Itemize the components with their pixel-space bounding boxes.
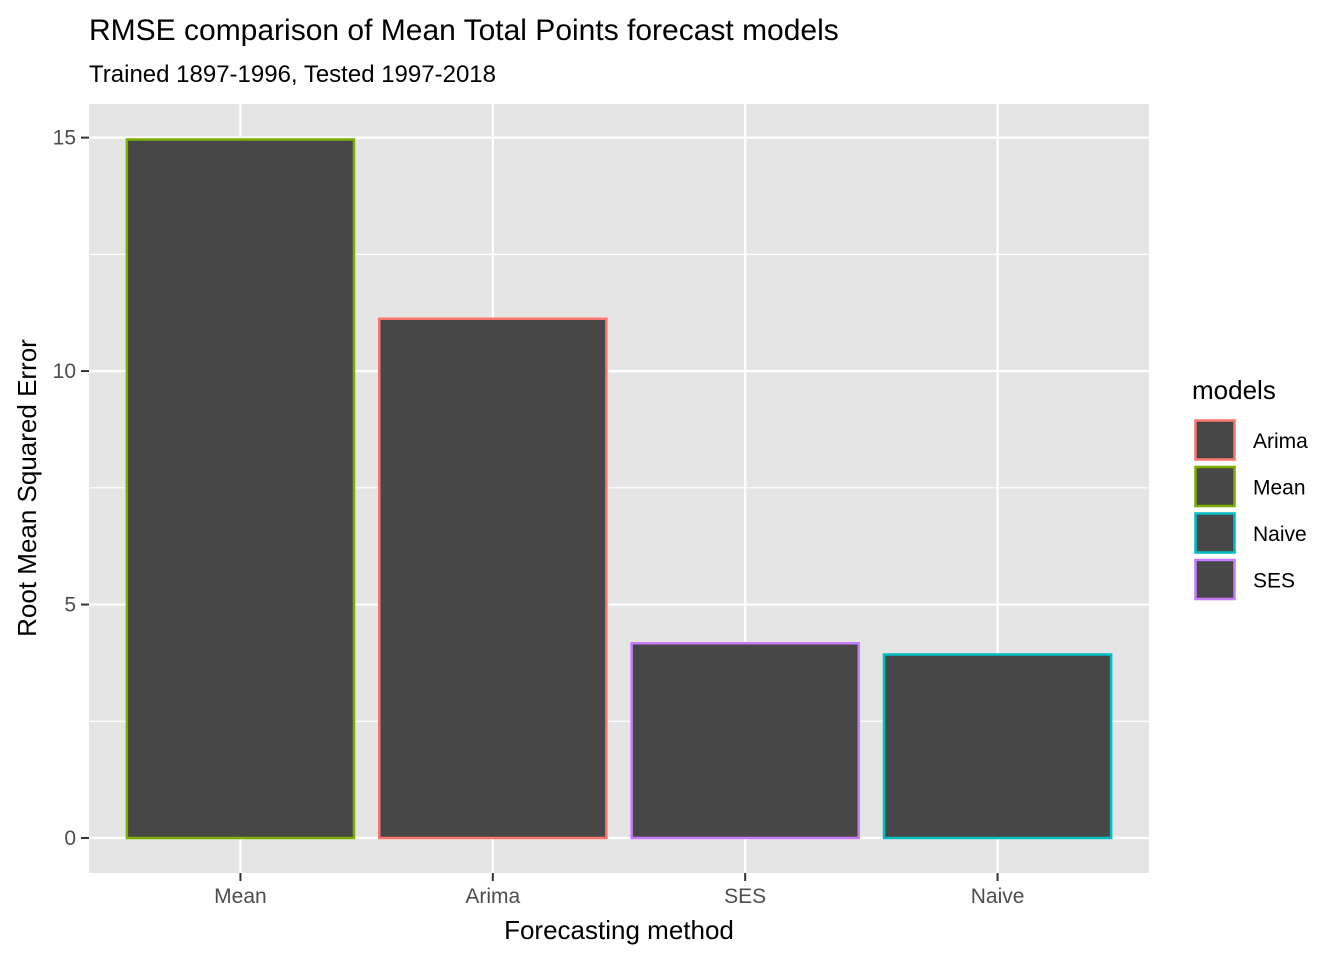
legend-swatch-ses: [1194, 558, 1236, 601]
legend-label-mean: Mean: [1253, 477, 1306, 500]
legend-label-ses: SES: [1253, 570, 1295, 593]
y-tick-label: 15: [53, 127, 76, 150]
chart-title: RMSE comparison of Mean Total Points for…: [89, 14, 839, 47]
legend-swatch-mean: [1194, 465, 1236, 508]
x-axis-title: Forecasting method: [504, 915, 734, 945]
legend-swatch-naive: [1194, 512, 1236, 554]
bar-ses: [630, 642, 861, 840]
bars: [125, 138, 1113, 840]
chart-subtitle: Trained 1897-1996, Tested 1997-2018: [89, 61, 496, 88]
y-tick-label: 0: [64, 827, 76, 850]
y-tick-label: 10: [53, 360, 76, 383]
y-axis-title: Root Mean Squared Error: [12, 339, 42, 637]
legend: models Arima Mean Naive SES: [1192, 375, 1308, 601]
x-axis: Mean Arima SES Naive: [214, 873, 1024, 908]
bar-naive: [882, 653, 1113, 840]
x-tick-label: Arima: [465, 885, 520, 908]
legend-label-naive: Naive: [1253, 523, 1307, 546]
legend-title: models: [1192, 375, 1276, 405]
bar-arima: [377, 317, 608, 840]
x-tick-label: Naive: [971, 885, 1025, 908]
x-tick-label: Mean: [214, 885, 267, 908]
legend-swatch-arima: [1194, 419, 1236, 461]
bar-mean: [125, 138, 356, 840]
x-tick-label: SES: [724, 885, 766, 908]
y-tick-label: 5: [64, 594, 76, 617]
legend-label-arima: Arima: [1253, 430, 1308, 453]
y-axis: 0 5 10 15: [53, 127, 89, 850]
